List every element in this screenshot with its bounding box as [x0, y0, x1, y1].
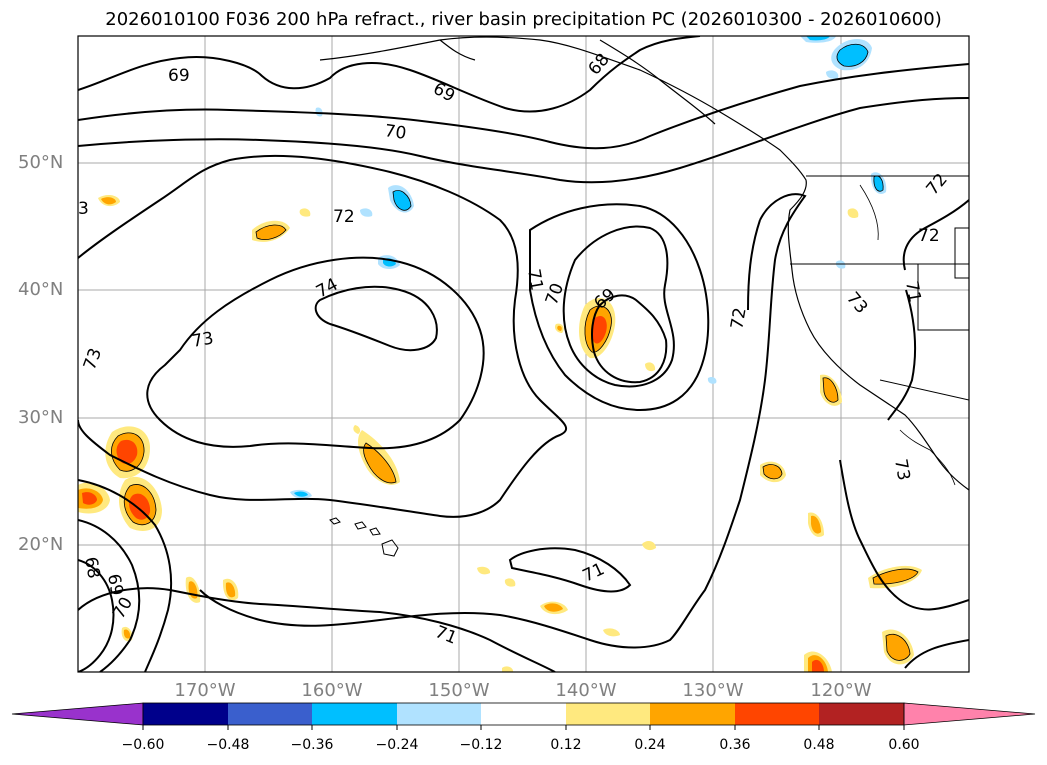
colorbar-frame — [142, 702, 905, 726]
refractivity-contours — [78, 36, 969, 672]
lon-label: 150°W — [428, 680, 490, 701]
contour-label: 70 — [383, 121, 407, 144]
colorbar-tick-label: 0.60 — [888, 737, 920, 753]
map-frame — [77, 35, 970, 673]
contour-label: 72 — [727, 306, 750, 331]
map-title: 2026010100 F036 200 hPa refract., river … — [105, 9, 942, 30]
hawaii-islands — [329, 517, 399, 557]
contour-label: 72 — [333, 207, 355, 227]
colorbar-tick-label: 0.36 — [719, 737, 751, 753]
lat-label: 40°N — [18, 279, 64, 300]
contour-label: 71 — [901, 279, 924, 304]
colorbar-segment — [11, 702, 144, 726]
colorbar-tick-label: −0.48 — [206, 737, 250, 753]
contour-label: 71 — [523, 267, 546, 292]
colorbar-tick-label: −0.12 — [459, 737, 503, 753]
colorbar-segment — [819, 703, 904, 725]
colorbar-segment — [312, 703, 397, 725]
colorbar-segment — [481, 703, 566, 725]
colorbar-tick-label: −0.60 — [121, 737, 165, 753]
contour-label: 69 — [168, 66, 190, 86]
lon-label: 170°W — [174, 680, 236, 701]
colorbar-tick-label: 0.48 — [803, 737, 835, 753]
colorbar-segment — [903, 702, 1036, 726]
colorbar-tick-label: 0.24 — [634, 737, 666, 753]
contour-label: 3 — [78, 199, 89, 219]
lat-label: 20°N — [18, 534, 64, 555]
colorbar-segment — [566, 703, 650, 725]
colorbar-segment — [143, 703, 228, 725]
lon-label: 130°W — [682, 680, 744, 701]
contour-label: 73 — [890, 457, 913, 482]
colorbar-segment — [228, 703, 312, 725]
lat-label: 30°N — [18, 407, 64, 428]
colorbar-tick-label: 0.12 — [550, 737, 582, 753]
colorbar-tick-label: −0.24 — [375, 737, 419, 753]
contour-label: 69 — [103, 572, 126, 597]
colorbar — [11, 702, 1036, 730]
lon-label: 120°W — [810, 680, 872, 701]
coastlines — [319, 36, 969, 491]
lon-label: 160°W — [301, 680, 363, 701]
lat-label: 50°N — [18, 152, 64, 173]
contour-label: 72 — [918, 226, 940, 246]
contour-label: 73 — [190, 328, 215, 351]
contour-label: 68 — [80, 555, 103, 580]
lon-label: 140°W — [555, 680, 617, 701]
colorbar-segment — [650, 703, 735, 725]
colorbar-tick-label: −0.36 — [290, 737, 334, 753]
colorbar-segment — [735, 703, 819, 725]
colorbar-segment — [397, 703, 481, 725]
map-background — [78, 36, 969, 672]
